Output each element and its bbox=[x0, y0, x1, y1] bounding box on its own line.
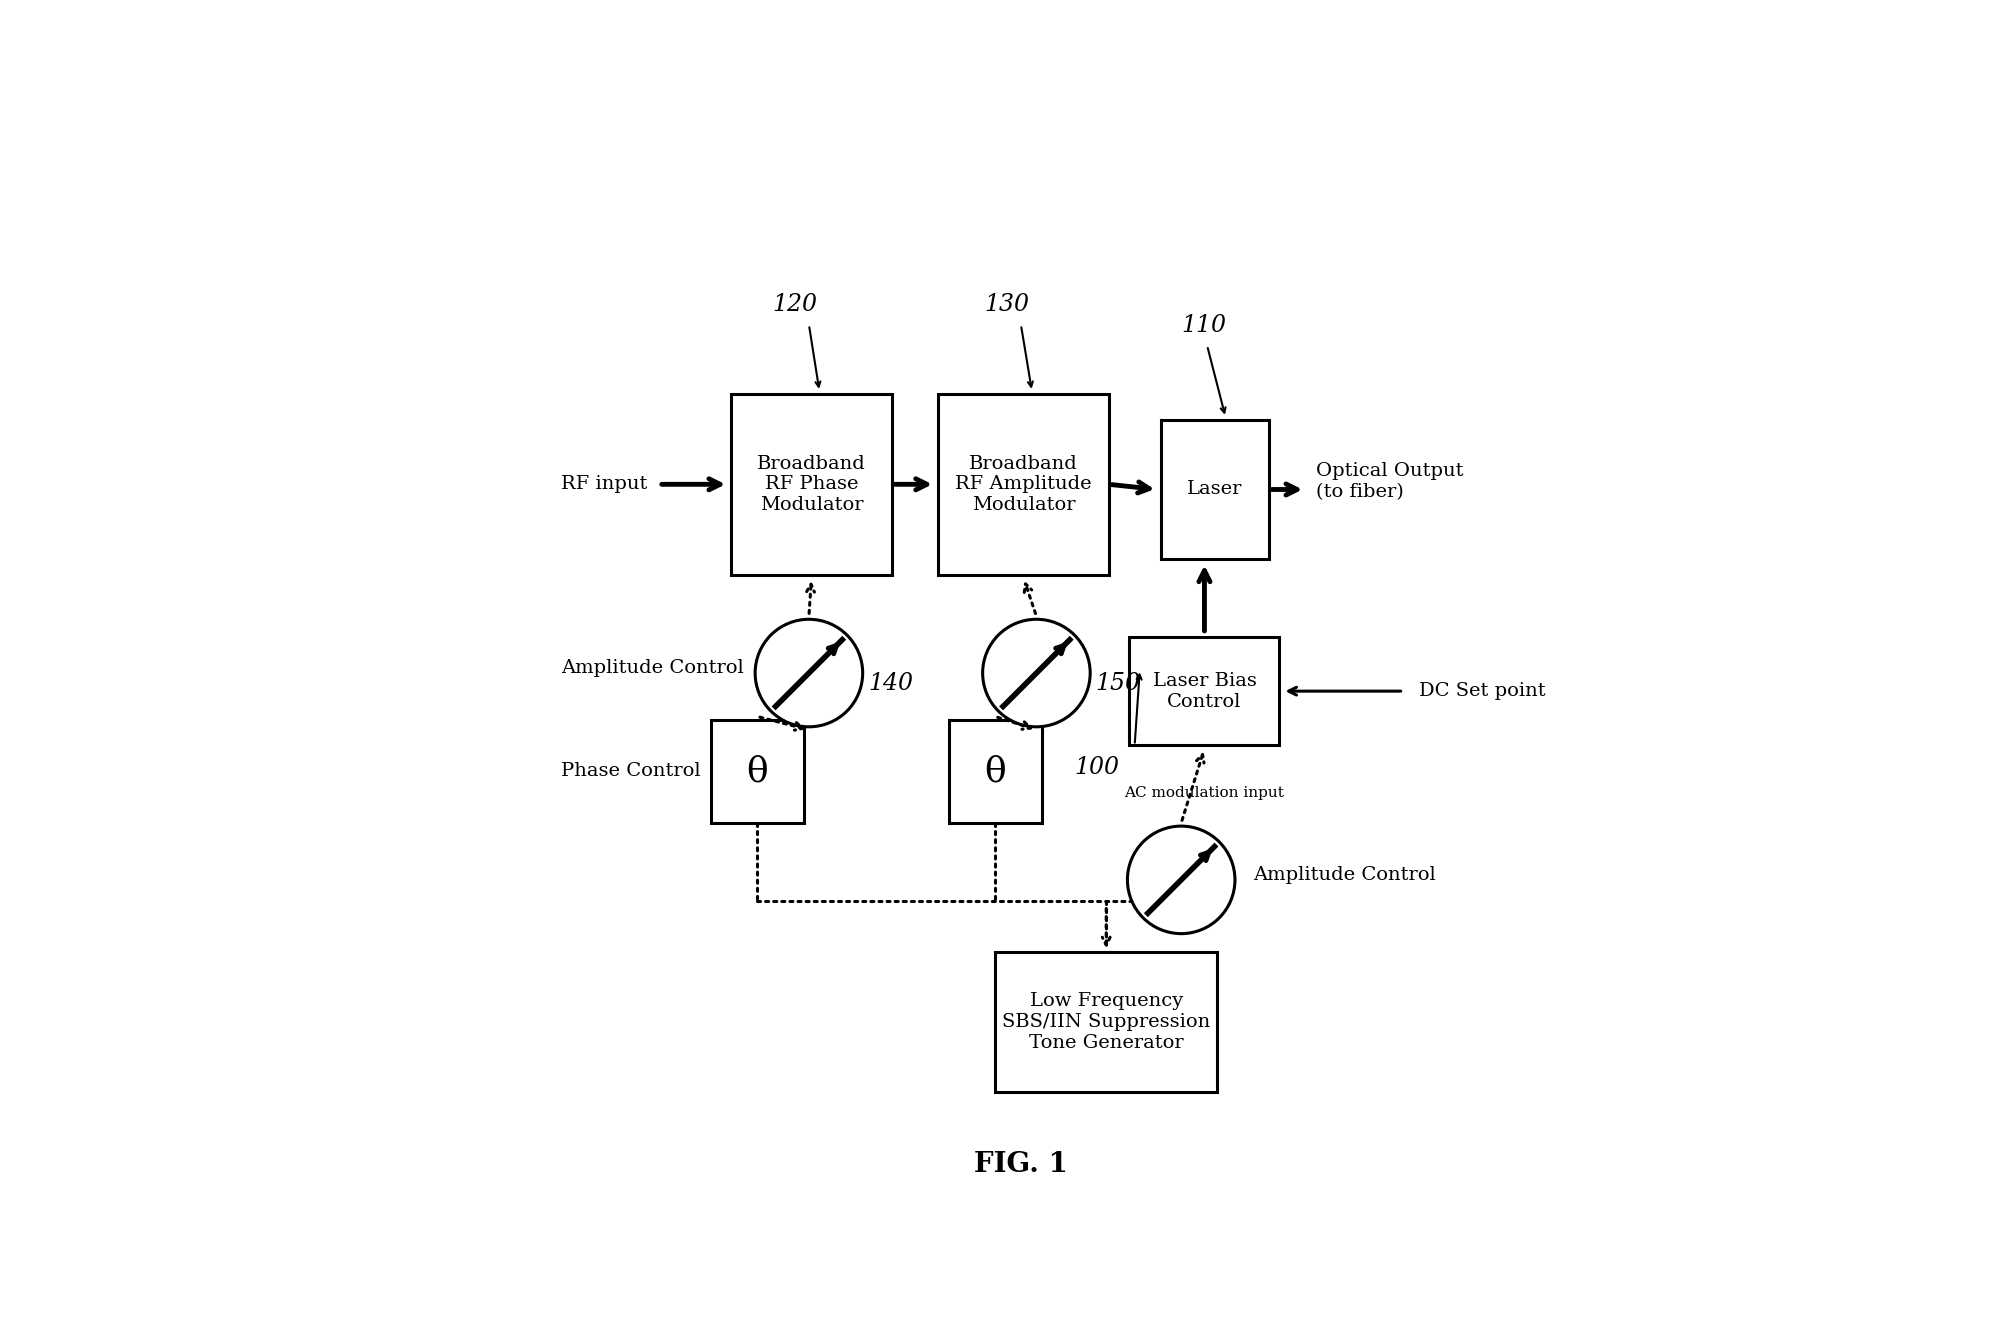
Text: 130: 130 bbox=[984, 293, 1030, 317]
Bar bbox=[711, 720, 803, 823]
Bar bbox=[996, 952, 1217, 1092]
Text: θ: θ bbox=[984, 755, 1006, 788]
Text: Phase Control: Phase Control bbox=[560, 763, 701, 780]
Text: AC modulation input: AC modulation input bbox=[1125, 786, 1285, 800]
Bar bbox=[731, 393, 892, 575]
Text: Optical Output
(to fiber): Optical Output (to fiber) bbox=[1315, 462, 1462, 501]
Text: Low Frequency
SBS/IIN Suppression
Tone Generator: Low Frequency SBS/IIN Suppression Tone G… bbox=[1002, 992, 1211, 1052]
Text: DC Set point: DC Set point bbox=[1418, 682, 1546, 700]
Circle shape bbox=[1127, 826, 1235, 933]
Text: 150: 150 bbox=[1096, 672, 1139, 694]
Text: Laser Bias
Control: Laser Bias Control bbox=[1153, 672, 1257, 710]
Bar bbox=[1129, 637, 1279, 745]
Bar bbox=[948, 720, 1042, 823]
Text: Broadband
RF Amplitude
Modulator: Broadband RF Amplitude Modulator bbox=[956, 454, 1092, 514]
Circle shape bbox=[982, 619, 1090, 727]
Text: 120: 120 bbox=[773, 293, 817, 317]
Circle shape bbox=[755, 619, 863, 727]
Text: 140: 140 bbox=[869, 672, 912, 694]
Text: 110: 110 bbox=[1181, 314, 1227, 337]
Text: Broadband
RF Phase
Modulator: Broadband RF Phase Modulator bbox=[757, 454, 867, 514]
Text: Amplitude Control: Amplitude Control bbox=[560, 659, 743, 677]
Bar bbox=[938, 393, 1110, 575]
Text: FIG. 1: FIG. 1 bbox=[974, 1151, 1068, 1178]
Text: θ: θ bbox=[747, 755, 769, 788]
Text: 100: 100 bbox=[1074, 756, 1120, 779]
Text: Laser: Laser bbox=[1187, 481, 1243, 498]
Bar bbox=[1161, 419, 1269, 559]
Text: RF input: RF input bbox=[560, 475, 647, 493]
Text: Amplitude Control: Amplitude Control bbox=[1253, 866, 1436, 884]
